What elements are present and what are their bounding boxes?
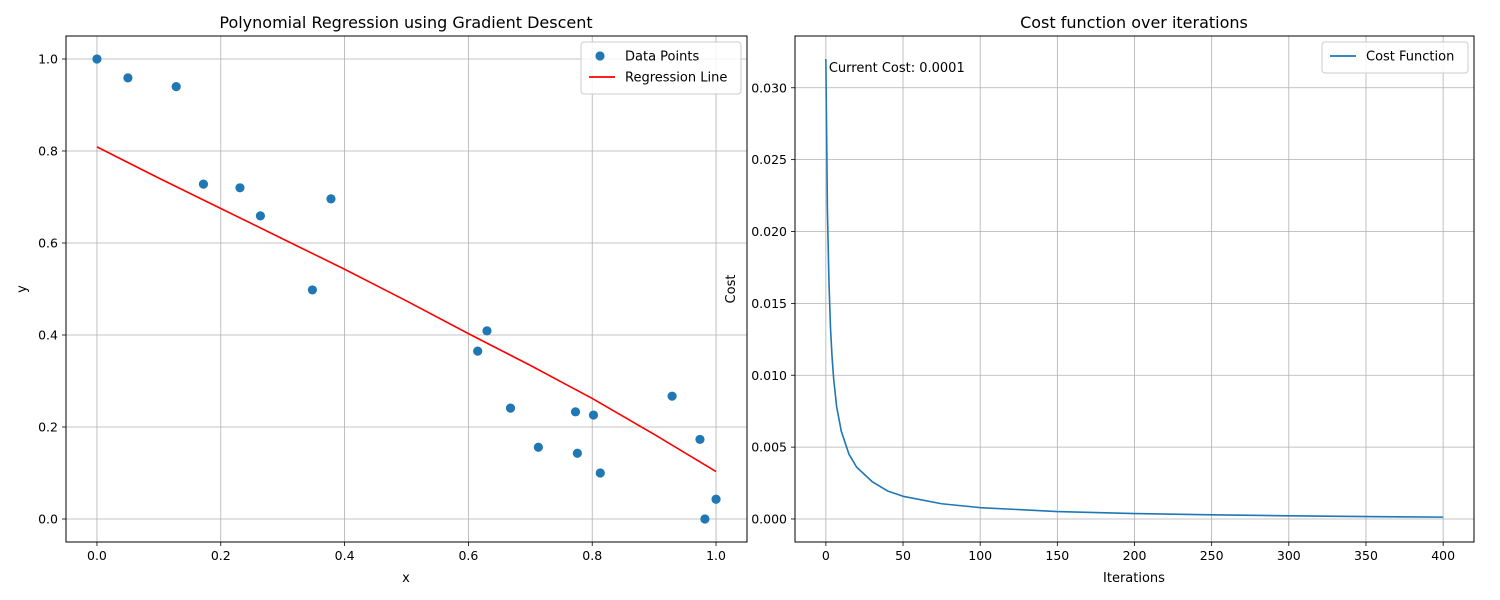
regression-data-point xyxy=(667,391,677,401)
cost-legend-box xyxy=(1321,41,1469,74)
regression-data-point xyxy=(700,514,710,524)
regression-xtick-label: 0.4 xyxy=(335,548,355,563)
regression-xtick-label: 1.0 xyxy=(706,548,726,563)
regression-data-point xyxy=(711,494,721,504)
regression-data-point xyxy=(595,468,605,478)
regression-legend-label: Data Points xyxy=(625,50,699,65)
cost-ytick-label: 0.000 xyxy=(751,512,787,527)
cost-xtick-label: 300 xyxy=(1277,548,1301,563)
regression-data-point xyxy=(307,285,317,295)
cost-xtick-label: 250 xyxy=(1200,548,1224,563)
regression-data-point xyxy=(505,403,516,413)
regression-legend-label: Regression Line xyxy=(625,71,727,86)
cost-axes: Cost function over iterations Iterations… xyxy=(724,13,1475,586)
regression-ytick-label: 0.4 xyxy=(38,328,58,343)
regression-series-line xyxy=(96,146,717,473)
regression-xtick-label: 0.2 xyxy=(211,548,231,563)
regression-ticks: 0.0 0.2 0.4 0.6 0.8 1.0 0.0 0.2 0.4 0.6 0.8 1.0 xyxy=(38,52,726,564)
cost-ytick-label: 0.025 xyxy=(751,152,787,167)
regression-data-point xyxy=(572,448,582,458)
regression-xlabel: x xyxy=(402,571,410,586)
cost-current-cost-annotation: Current Cost: 0.0001 xyxy=(829,61,965,76)
cost-xlabel: Iterations xyxy=(1103,571,1165,586)
regression-data-point xyxy=(482,326,492,336)
regression-legend: Data Points Regression Line xyxy=(580,41,742,95)
regression-data-point xyxy=(171,82,181,92)
regression-xtick-label: 0.0 xyxy=(87,548,107,563)
regression-series xyxy=(92,54,721,524)
cost-legend: Cost Function xyxy=(1321,41,1469,74)
cost-series-line xyxy=(825,58,1444,518)
regression-ytick-label: 0.0 xyxy=(38,512,58,527)
regression-ytick-label: 0.8 xyxy=(38,144,58,159)
cost-title: Cost function over iterations xyxy=(1020,13,1248,32)
regression-data-point xyxy=(326,194,336,204)
regression-data-point xyxy=(198,179,209,189)
regression-data-point xyxy=(533,442,543,452)
regression-xtick-label: 0.8 xyxy=(582,548,602,563)
cost-grid xyxy=(795,36,1474,542)
cost-ytick-label: 0.010 xyxy=(751,368,787,383)
cost-series xyxy=(825,58,1444,518)
cost-xtick-label: 150 xyxy=(1045,548,1069,563)
regression-xtick-label: 0.6 xyxy=(458,548,478,563)
regression-data-point xyxy=(92,54,102,64)
cost-xtick-label: 50 xyxy=(895,548,911,563)
cost-xtick-label: 400 xyxy=(1431,548,1455,563)
cost-xtick-label: 100 xyxy=(968,548,992,563)
regression-ytick-label: 0.2 xyxy=(38,420,58,435)
regression-data-point xyxy=(255,211,265,221)
regression-ytick-label: 0.6 xyxy=(38,236,58,251)
cost-ylabel: Cost xyxy=(724,275,739,304)
regression-grid xyxy=(66,36,747,542)
cost-ytick-label: 0.020 xyxy=(751,224,787,239)
regression-data-point xyxy=(695,434,705,445)
regression-axes-frame xyxy=(65,35,748,543)
cost-ytick-label: 0.030 xyxy=(751,80,787,95)
regression-legend-box xyxy=(580,41,742,95)
regression-data-point xyxy=(570,407,581,417)
cost-ytick-label: 0.005 xyxy=(751,440,787,455)
regression-data-point xyxy=(588,410,599,420)
regression-legend-marker xyxy=(595,51,605,61)
cost-ytick-label: 0.015 xyxy=(751,296,787,311)
regression-ylabel: y xyxy=(15,285,30,293)
regression-title: Polynomial Regression using Gradient Des… xyxy=(219,13,592,32)
regression-data-point xyxy=(235,183,245,193)
regression-ytick-label: 1.0 xyxy=(38,52,58,67)
cost-xtick-label: 0 xyxy=(822,548,830,563)
regression-data-point xyxy=(473,346,483,356)
cost-legend-label: Cost Function xyxy=(1366,50,1454,65)
cost-xtick-label: 350 xyxy=(1354,548,1378,563)
cost-xtick-label: 200 xyxy=(1123,548,1147,563)
regression-axes: Polynomial Regression using Gradient Des… xyxy=(15,13,748,586)
cost-ticks: 0 50 100 150 200 250 300 350 400 0.000 0.005 0.010 0… xyxy=(751,80,1455,563)
regression-data-point xyxy=(123,73,133,83)
